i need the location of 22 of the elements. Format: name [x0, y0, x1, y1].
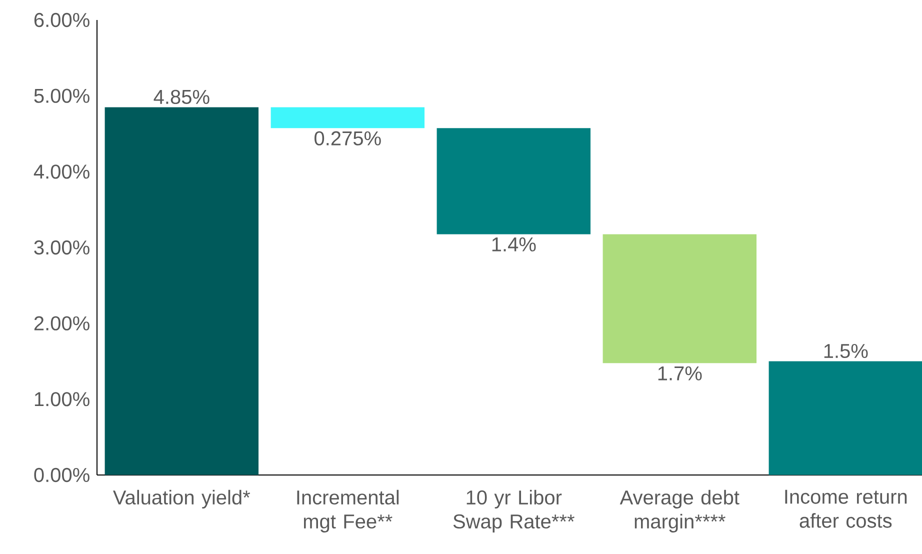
x-tick-label: Valuation yield* — [113, 490, 250, 509]
x-tick-label: Income return after costs — [785, 490, 907, 528]
bar — [270, 107, 425, 128]
data-label: 1.4% — [492, 237, 536, 252]
y-tick-label: 0.00% — [34, 468, 90, 482]
y-tick-label: 4.00% — [34, 164, 90, 179]
bar — [768, 361, 922, 475]
data-label: 4.85% — [154, 90, 210, 104]
y-tick-label: 1.00% — [34, 392, 90, 406]
data-label: 0.275% — [314, 131, 381, 146]
data-label: 1.5% — [824, 344, 868, 358]
y-tick-label: 3.00% — [34, 240, 90, 255]
y-tick-label: 6.00% — [34, 12, 90, 28]
y-tick-label: 5.00% — [34, 88, 90, 103]
y-tick-label: 2.00% — [34, 316, 90, 330]
bar — [436, 128, 591, 234]
bar — [602, 234, 757, 364]
data-label: 1.7% — [658, 366, 702, 380]
x-tick-label: 10 yr Libor Swap Rate*** — [453, 490, 574, 533]
x-tick-label: Incremental mgt Fee** — [297, 490, 399, 533]
bar — [104, 107, 259, 475]
x-tick-label: Average debt margin**** — [620, 490, 740, 533]
